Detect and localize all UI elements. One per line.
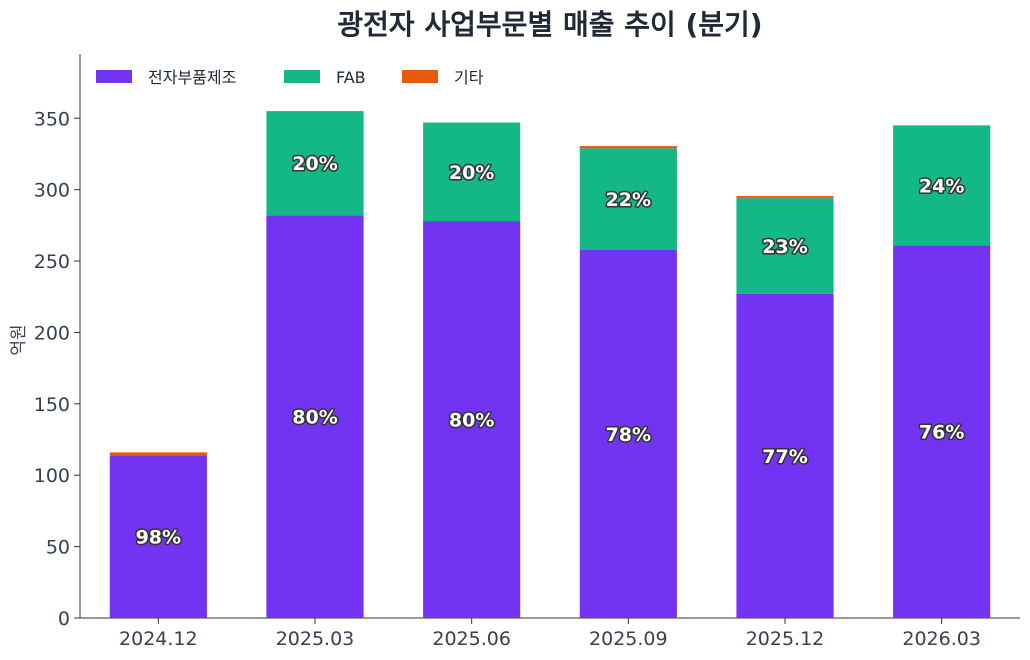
legend: 전자부품제조 FAB 기타 bbox=[96, 68, 484, 87]
bar-percent-label: 80% bbox=[449, 410, 494, 432]
bar-segment bbox=[579, 148, 677, 250]
bar-percent-label: 24% bbox=[919, 175, 964, 197]
bar-percent-label: 76% bbox=[919, 422, 964, 444]
bar-segment bbox=[736, 293, 834, 618]
y-tick-label: 100 bbox=[34, 465, 70, 487]
bar-segment bbox=[893, 245, 991, 618]
bar-segment bbox=[736, 198, 834, 294]
y-tick-label: 200 bbox=[34, 322, 70, 344]
y-tick-label: 350 bbox=[34, 108, 70, 130]
x-tick-label: 2025.06 bbox=[432, 628, 511, 650]
bar-percent-label: 20% bbox=[292, 153, 337, 175]
bar-segment bbox=[109, 452, 207, 456]
bar-segment bbox=[423, 221, 521, 618]
x-tick-label: 2024.12 bbox=[119, 628, 198, 650]
y-tick-label: 50 bbox=[46, 537, 70, 559]
bar-segment bbox=[579, 146, 677, 149]
legend-swatch bbox=[284, 70, 320, 83]
x-tick-label: 2026.03 bbox=[902, 628, 981, 650]
bar-segment bbox=[109, 455, 207, 618]
x-tick-label: 2025.09 bbox=[589, 628, 668, 650]
bar-segment bbox=[893, 125, 991, 246]
y-axis: 0 50 100 150 200 250 300 350 bbox=[34, 54, 81, 630]
bar-segment bbox=[579, 249, 677, 619]
bars-group bbox=[109, 111, 991, 619]
legend-entry: FAB bbox=[336, 68, 366, 87]
y-tick-label: 0 bbox=[58, 608, 70, 630]
bar-percent-label: 80% bbox=[292, 407, 337, 429]
x-axis: 2024.12 2025.03 2025.06 2025.09 2025.12 2026.… bbox=[80, 617, 1020, 650]
bar-labels-group: 98% 80% 20% 80% 20% 78% 22% 77% 23% 76% 24% bbox=[134, 152, 966, 550]
bar-percent-label: 77% bbox=[762, 446, 807, 468]
y-tick-label: 150 bbox=[34, 394, 70, 416]
x-tick-label: 2025.12 bbox=[746, 628, 825, 650]
bar-percent-label: 20% bbox=[449, 162, 494, 184]
legend-swatch bbox=[402, 70, 438, 83]
x-tick-label: 2025.03 bbox=[276, 628, 355, 650]
bar-segment bbox=[423, 122, 521, 222]
y-tick-label: 250 bbox=[34, 251, 70, 273]
bar-percent-label: 23% bbox=[762, 236, 807, 258]
chart-title: 광전자 사업부문별 매출 추이 (분기) bbox=[337, 8, 762, 41]
legend-swatch bbox=[96, 70, 132, 83]
bar-percent-label: 98% bbox=[136, 527, 181, 549]
legend-entry: 기타 bbox=[454, 68, 484, 87]
bar-segment bbox=[736, 196, 834, 199]
y-tick-label: 300 bbox=[34, 180, 70, 202]
bar-segment bbox=[266, 111, 364, 216]
bar-percent-label: 78% bbox=[606, 424, 651, 446]
y-axis-label: 억원 bbox=[9, 324, 29, 355]
bar-percent-label: 22% bbox=[606, 189, 651, 211]
bar-segment bbox=[266, 215, 364, 618]
legend-entry: 전자부품제조 bbox=[148, 68, 236, 87]
